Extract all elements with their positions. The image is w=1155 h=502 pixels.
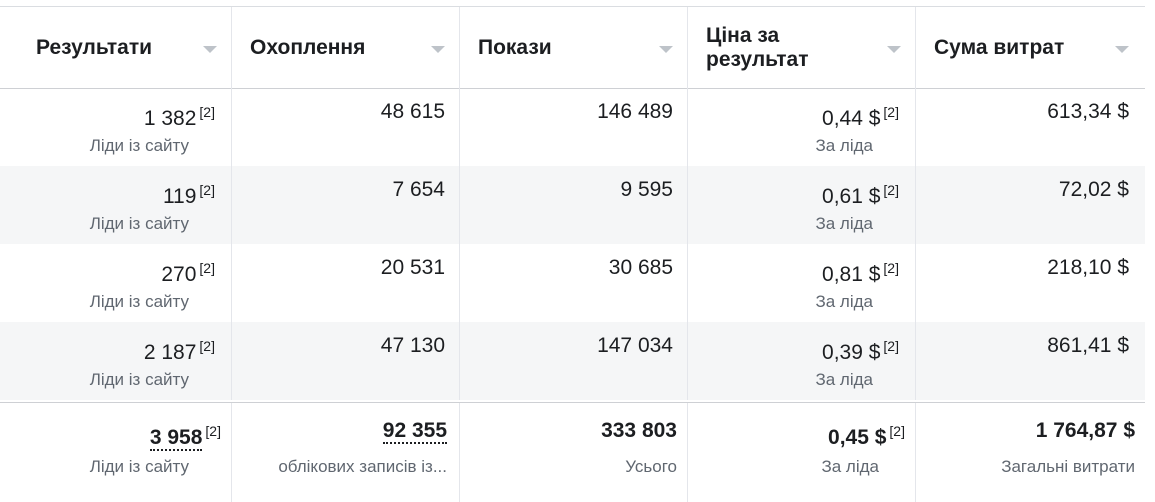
total-cost-per-result-value: 0,45 $: [828, 426, 887, 449]
sort-caret-down-icon[interactable]: [659, 45, 673, 53]
impressions-value: 30 685: [608, 256, 673, 279]
sort-caret-down-icon[interactable]: [887, 45, 901, 53]
table-row: 119 [2] Ліди із сайту 7 654 9 595 0,61 $[…: [0, 166, 1145, 244]
result-type-label: Ліди із сайту: [89, 457, 189, 476]
results-cell: 1 382 [2] Ліди із сайту: [0, 88, 232, 166]
footnote-marker[interactable]: [2]: [883, 182, 899, 198]
amount-spent-cell: 613,34 $: [916, 88, 1143, 166]
total-amount-spent-cell: 1 764,87 $ Загальні витрати: [916, 403, 1143, 502]
footnote-marker[interactable]: [2]: [883, 260, 899, 276]
result-type-label: Ліди із сайту: [89, 136, 189, 155]
amount-spent-value: 613,34 $: [1047, 100, 1129, 123]
table-row: 270 [2] Ліди із сайту 20 531 30 685 0,81 …: [0, 244, 1145, 322]
total-impressions-cell: 333 803 Усього: [460, 403, 688, 502]
results-value[interactable]: 1 382: [143, 107, 197, 130]
totals-row: 3 958 [2] Ліди із сайту 92 355 облікових …: [0, 402, 1145, 502]
result-type-label: Ліди із сайту: [89, 370, 189, 389]
footnote-marker[interactable]: [2]: [883, 338, 899, 354]
reach-value: 7 654: [392, 178, 445, 201]
total-results-value[interactable]: 3 958: [149, 426, 203, 451]
impressions-cell: 9 595: [460, 166, 688, 244]
cost-per-result-label: За ліда: [815, 292, 873, 311]
footnote-marker[interactable]: [2]: [199, 182, 215, 198]
results-cell: 270 [2] Ліди із сайту: [0, 244, 232, 322]
table-row: 2 187 [2] Ліди із сайту 47 130 147 034 0,…: [0, 322, 1145, 400]
cost-per-result-label: За ліда: [815, 136, 873, 155]
column-header-label: Сума витрат: [934, 35, 1065, 59]
table-header: Результати Охоплення Покази Ціна за резу…: [0, 6, 1145, 89]
amount-spent-cell: 861,41 $: [916, 322, 1143, 400]
column-header-label: Ціна за результат: [706, 23, 809, 71]
cost-per-result-value: 0,39 $: [822, 341, 881, 364]
results-value[interactable]: 2 187: [143, 341, 197, 364]
total-impressions-label: Усього: [625, 457, 677, 476]
column-header-reach[interactable]: Охоплення: [232, 7, 460, 88]
amount-spent-cell: 72,02 $: [916, 166, 1143, 244]
table-row: 1 382 [2] Ліди із сайту 48 615 146 489 0,…: [0, 88, 1145, 166]
reach-cell: 20 531: [232, 244, 460, 322]
results-cell: 119 [2] Ліди із сайту: [0, 166, 232, 244]
footnote-marker[interactable]: [2]: [883, 104, 899, 120]
reach-cell: 7 654: [232, 166, 460, 244]
total-cost-per-result-label: За ліда: [821, 457, 879, 476]
sort-caret-down-icon[interactable]: [431, 45, 445, 53]
column-header-label: Результати: [36, 35, 153, 59]
impressions-cell: 147 034: [460, 322, 688, 400]
impressions-value: 147 034: [597, 334, 673, 357]
amount-spent-value: 72,02 $: [1058, 178, 1129, 201]
total-results-cell: 3 958 [2] Ліди із сайту: [0, 403, 232, 502]
cost-per-result-label: За ліда: [815, 214, 873, 233]
cost-per-result-value: 0,81 $: [822, 263, 881, 286]
sort-caret-down-icon[interactable]: [1115, 45, 1129, 53]
results-value[interactable]: 270: [161, 263, 197, 286]
total-amount-spent-value: 1 764,87 $: [1035, 419, 1135, 442]
impressions-cell: 146 489: [460, 88, 688, 166]
footnote-marker[interactable]: [2]: [199, 338, 215, 354]
cost-per-result-cell: 0,39 $ [2] За ліда: [688, 322, 916, 400]
impressions-cell: 30 685: [460, 244, 688, 322]
sort-caret-down-icon[interactable]: [203, 45, 217, 53]
cost-per-result-label: За ліда: [815, 370, 873, 389]
total-reach-value[interactable]: 92 355: [382, 419, 447, 444]
cost-per-result-cell: 0,44 $ [2] За ліда: [688, 88, 916, 166]
reach-cell: 47 130: [232, 322, 460, 400]
results-cell: 2 187 [2] Ліди із сайту: [0, 322, 232, 400]
reach-value: 48 615: [380, 100, 445, 123]
cost-per-result-cell: 0,61 $ [2] За ліда: [688, 166, 916, 244]
column-header-label: Охоплення: [250, 35, 366, 59]
total-impressions-value: 333 803: [601, 419, 677, 442]
cost-per-result-cell: 0,81 $ [2] За ліда: [688, 244, 916, 322]
column-header-label: Покази: [478, 35, 552, 59]
results-value[interactable]: 119: [162, 185, 197, 208]
amount-spent-cell: 218,10 $: [916, 244, 1143, 322]
impressions-value: 9 595: [620, 178, 673, 201]
footnote-marker[interactable]: [2]: [889, 423, 905, 439]
footnote-marker[interactable]: [2]: [199, 260, 215, 276]
impressions-value: 146 489: [597, 100, 673, 123]
reach-value: 20 531: [380, 256, 445, 279]
column-header-amount-spent[interactable]: Сума витрат: [916, 7, 1143, 88]
column-header-results[interactable]: Результати: [0, 7, 232, 88]
total-reach-label[interactable]: облікових записів із...: [278, 457, 447, 476]
amount-spent-value: 861,41 $: [1047, 334, 1129, 357]
column-header-impressions[interactable]: Покази: [460, 7, 688, 88]
total-cost-per-result-cell: 0,45 $ [2] За ліда: [688, 403, 916, 502]
result-type-label: Ліди із сайту: [89, 214, 189, 233]
footnote-marker[interactable]: [2]: [199, 104, 215, 120]
footnote-marker[interactable]: [2]: [205, 423, 221, 439]
amount-spent-value: 218,10 $: [1047, 256, 1129, 279]
reach-cell: 48 615: [232, 88, 460, 166]
column-header-cost-per-result[interactable]: Ціна за результат: [688, 7, 916, 88]
total-amount-spent-label: Загальні витрати: [1001, 457, 1135, 476]
result-type-label: Ліди із сайту: [89, 292, 189, 311]
reach-value: 47 130: [380, 334, 445, 357]
cost-per-result-value: 0,61 $: [822, 185, 881, 208]
total-reach-cell: 92 355 облікових записів із...: [232, 403, 460, 502]
cost-per-result-value: 0,44 $: [822, 107, 881, 130]
